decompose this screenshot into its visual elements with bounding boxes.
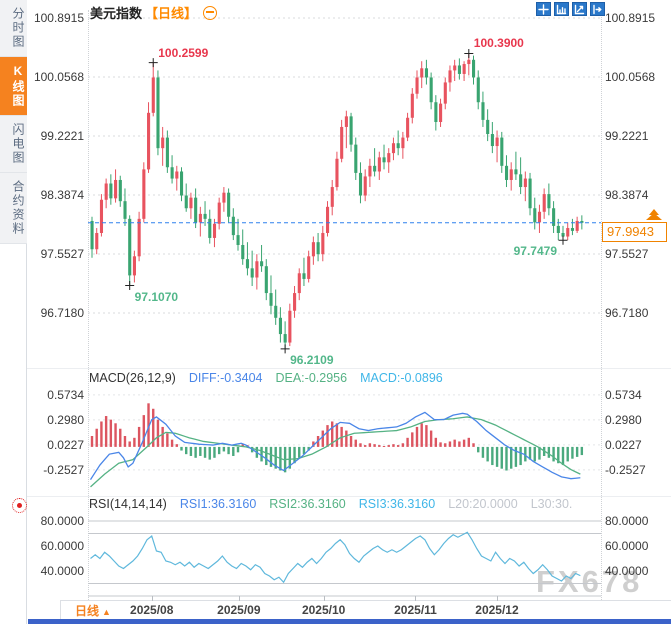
- sidebar-tab-candlestick[interactable]: K线图: [0, 57, 27, 116]
- sidebar-tab-timeline[interactable]: 分时图: [0, 0, 27, 57]
- annotation-low-label: 96.2109: [290, 352, 334, 367]
- sidebar-tab-lightning[interactable]: 闪电图: [0, 116, 27, 173]
- rsi-header: RSI(14,14,14) RSI1:36.3160 RSI2:36.3160 …: [89, 497, 572, 511]
- macd-header: MACD(26,12,9) DIFF:-0.3404 DEA:-0.2956 M…: [89, 371, 443, 385]
- macd-macd-value: MACD:-0.0896: [360, 371, 443, 385]
- period-selector[interactable]: 日线 ▲: [75, 604, 111, 618]
- chevron-up-icon: ▲: [102, 607, 111, 617]
- panel-separator: [27, 368, 671, 369]
- rsi-l20-value: L20:20.0000: [448, 497, 518, 511]
- pan-right-icon[interactable]: [590, 2, 605, 16]
- chart-toolbar: [536, 2, 605, 16]
- price-axis-label-left: 97.5527: [40, 246, 84, 261]
- rsi-axis-label-right: 80.0000: [605, 514, 649, 528]
- x-axis-month-label: 2025/12: [475, 603, 519, 617]
- x-axis-tick: [496, 596, 498, 601]
- price-axis-label-right: 100.8915: [605, 11, 656, 25]
- rsi1-value: RSI1:36.3160: [179, 497, 257, 511]
- x-axis-month-label: 2025/11: [394, 603, 437, 617]
- rsi-title: RSI(14,14,14): [89, 497, 167, 511]
- price-axis-label-right: 96.7180: [605, 305, 649, 320]
- rsi-chart-canvas[interactable]: [88, 512, 601, 600]
- macd-axis-label-right: 0.5734: [605, 387, 642, 402]
- x-axis-tick: [238, 596, 240, 601]
- rsi-axis-label-left: 60.0000: [40, 539, 84, 553]
- x-axis-bar: 日线 ▲ 2025/08 2025/09 2025/10 2025/11 2025/12: [27, 596, 671, 619]
- annotation-high-label: 100.3900: [473, 36, 524, 51]
- current-price-value: 97.9943: [607, 223, 654, 239]
- sidebar-tab-contract-info[interactable]: 合约资料: [0, 173, 27, 244]
- current-price-box: 97.9943: [602, 221, 667, 242]
- macd-chart-canvas[interactable]: [88, 388, 601, 495]
- macd-axis-label-left: 0.2980: [47, 412, 84, 427]
- macd-axis-label-left: 0.0227: [47, 437, 84, 452]
- macd-title: MACD(26,12,9): [89, 371, 176, 385]
- x-axis-month-label: 2025/08: [130, 603, 174, 617]
- annotation-low-label: 97.1070: [134, 289, 179, 304]
- rsi2-value: RSI2:36.3160: [269, 497, 346, 511]
- price-axis-label-left: 96.7180: [40, 305, 84, 320]
- rsi-axis-label-right: 60.0000: [605, 539, 649, 553]
- price-axis-label-left: 98.3874: [40, 187, 84, 202]
- chart-title: 美元指数 【日线】: [90, 3, 218, 22]
- rsi-l30-value: L30:30.: [530, 497, 573, 511]
- price-axis-label-left: 100.0568: [33, 69, 84, 84]
- chart-right-border: [601, 10, 602, 600]
- macd-axis-label-right: 0.0227: [605, 437, 642, 452]
- x-axis-border: [60, 600, 671, 601]
- rsi-axis-label-left: 80.0000: [40, 514, 84, 528]
- rsi-axis-label-right: 40.0000: [605, 564, 649, 578]
- annotation-high-label: 100.2599: [158, 45, 209, 60]
- crosshair-icon[interactable]: [536, 2, 551, 16]
- panel-separator: [27, 496, 671, 497]
- chart-left-border: [88, 10, 89, 600]
- trend-zoom-icon[interactable]: [572, 2, 587, 16]
- rsi-axis-label-left: 40.0000: [40, 564, 84, 578]
- symbol-name: 美元指数: [90, 6, 143, 21]
- rsi3-value: RSI3:36.3160: [358, 497, 436, 511]
- macd-axis-label-right: -0.2527: [605, 462, 646, 477]
- x-axis-tick: [151, 596, 153, 601]
- zoom-area-icon[interactable]: [554, 2, 569, 16]
- macd-axis-label-right: 0.2980: [605, 412, 642, 427]
- price-arrow-marker: [646, 208, 662, 220]
- price-axis-label-left: 99.2221: [40, 128, 84, 143]
- annotation-low-label: 97.7479: [513, 244, 557, 259]
- bottom-blue-strip: [28, 619, 671, 624]
- x-axis-tick: [415, 596, 417, 601]
- price-axis-label-right: 98.3874: [605, 187, 649, 202]
- macd-diff-value: DIFF:-0.3404: [188, 371, 263, 385]
- indicator-hot-icon[interactable]: [12, 498, 27, 513]
- price-axis-label-right: 97.5527: [605, 246, 649, 261]
- sidebar: 分时图 K线图 闪电图 合约资料: [0, 0, 27, 624]
- macd-axis-label-left: -0.2527: [43, 462, 84, 477]
- watermark: FX678: [536, 564, 643, 599]
- x-axis-tick: [323, 596, 325, 601]
- period-tag: 【日线】: [145, 6, 198, 21]
- x-axis-month-label: 2025/10: [301, 603, 346, 617]
- price-axis-label-left: 100.8915: [33, 11, 84, 25]
- price-axis-label-right: 99.2221: [605, 128, 649, 143]
- x-axis-month-label: 2025/09: [217, 603, 261, 617]
- macd-dea-value: DEA:-0.2956: [275, 371, 348, 385]
- price-chart-canvas[interactable]: [88, 10, 601, 368]
- x-axis-divider: [60, 600, 61, 619]
- macd-axis-label-left: 0.5734: [47, 387, 84, 402]
- collapse-icon[interactable]: [203, 5, 218, 20]
- price-axis-label-right: 100.0568: [605, 69, 656, 84]
